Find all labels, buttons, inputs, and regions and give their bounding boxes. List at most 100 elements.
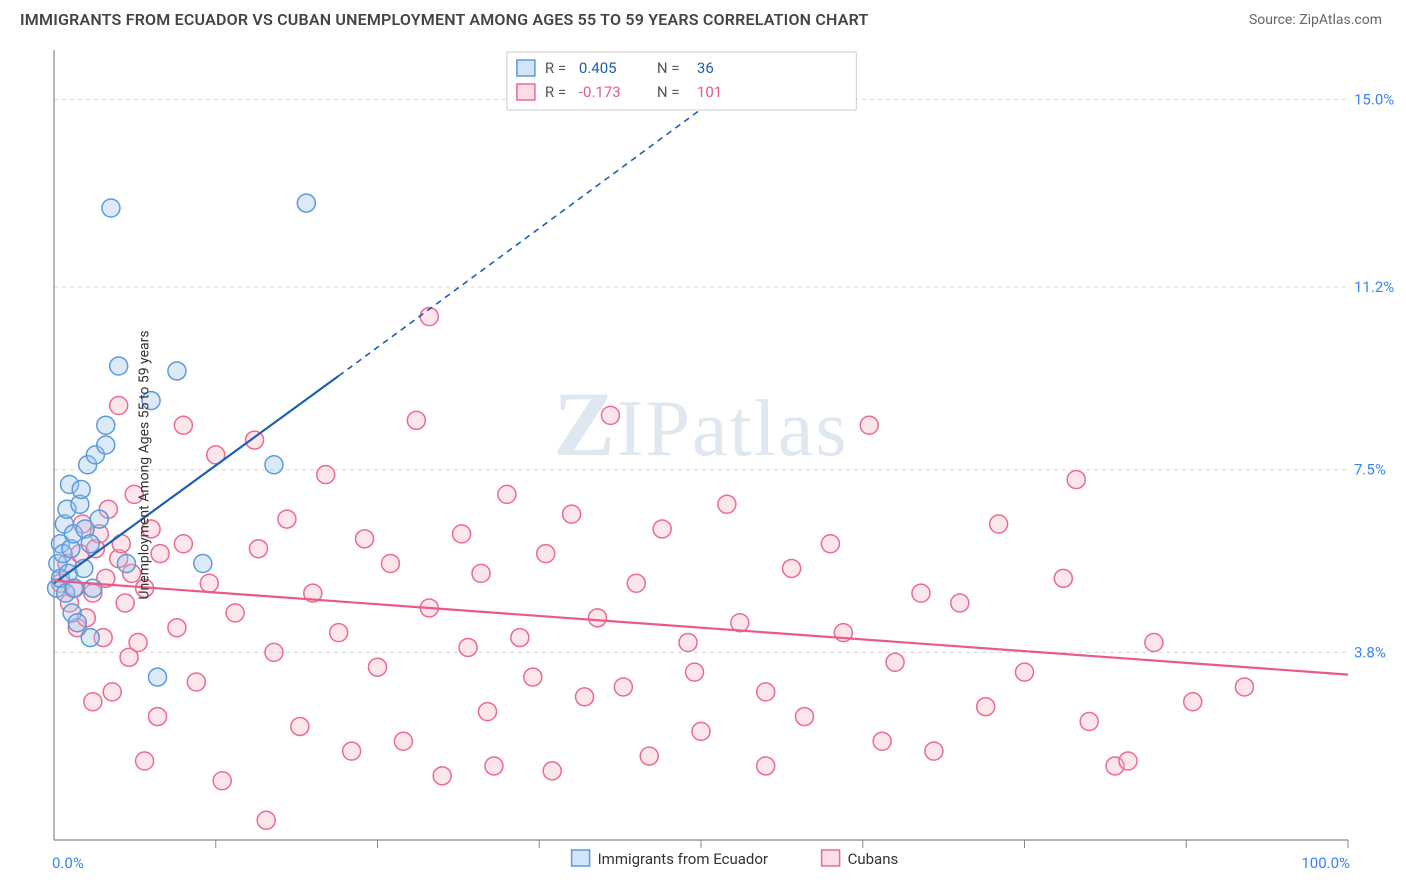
data-point [614,678,632,696]
data-point [821,535,839,553]
data-point [200,574,218,592]
legend-n-value: 101 [697,83,722,101]
data-point [257,811,275,829]
data-point [381,555,399,573]
data-point [543,762,561,780]
y-tick-label: 7.5% [1354,461,1386,479]
data-point [84,579,102,597]
data-point [511,629,529,647]
y-tick-label: 3.8% [1354,643,1386,661]
data-point [168,619,186,637]
data-point [653,520,671,538]
data-point [97,416,115,434]
data-point [757,683,775,701]
legend-swatch [572,850,590,866]
data-point [912,584,930,602]
data-point [226,604,244,622]
data-point [103,683,121,701]
data-point [925,742,943,760]
legend-n-label: N = [657,83,680,101]
data-point [194,555,212,573]
data-point [116,594,134,612]
data-point [265,456,283,474]
data-point [453,525,471,543]
legend-swatch [517,60,535,76]
data-point [718,495,736,513]
data-point [1235,678,1253,696]
data-point [68,614,86,632]
data-point [951,594,969,612]
data-point [265,643,283,661]
data-point [783,559,801,577]
data-point [1067,471,1085,489]
data-point [459,638,477,656]
data-point [297,194,315,212]
data-point [110,357,128,375]
legend-n-value: 36 [697,59,714,77]
data-point [81,629,99,647]
data-point [249,540,267,558]
data-point [72,480,90,498]
watermark: ZIPatlas [553,373,848,475]
data-point [151,545,169,563]
chart-area: Unemployment Among Ages 55 to 59 years 3… [0,38,1406,892]
data-point [129,634,147,652]
data-point [213,772,231,790]
data-point [873,732,891,750]
data-point [1145,634,1163,652]
data-point [174,416,192,434]
data-point [576,688,594,706]
data-point [90,510,108,528]
data-point [149,668,167,686]
data-point [498,485,516,503]
data-point [1016,663,1034,681]
data-point [97,436,115,454]
data-point [524,668,542,686]
legend-series-label: Cubans [848,850,899,868]
data-point [102,199,120,217]
data-point [679,634,697,652]
data-point [330,624,348,642]
trend-line [54,581,1348,675]
data-point [81,535,99,553]
data-point [860,416,878,434]
data-point [112,535,130,553]
data-point [686,663,704,681]
data-point [149,708,167,726]
data-point [278,510,296,528]
legend-r-value: 0.405 [579,59,617,77]
data-point [136,752,154,770]
y-tick-label: 15.0% [1354,90,1394,108]
data-point [563,505,581,523]
data-point [472,564,490,582]
data-point [420,308,438,326]
legend-r-label: R = [545,59,566,77]
x-min-label: 0.0% [52,854,84,872]
y-axis-label: Unemployment Among Ages 55 to 59 years [137,330,153,599]
data-point [537,545,555,563]
data-point [1080,713,1098,731]
legend-n-label: N = [657,59,680,77]
data-point [485,757,503,775]
data-point [407,411,425,429]
data-point [317,466,335,484]
legend-r-label: R = [545,83,566,101]
data-point [110,397,128,415]
data-point [369,658,387,676]
data-point [1184,693,1202,711]
data-point [627,574,645,592]
data-point [601,406,619,424]
data-point [174,535,192,553]
data-point [291,717,309,735]
data-point [796,708,814,726]
trend-line-extrapolated [339,109,701,376]
chart-title: IMMIGRANTS FROM ECUADOR VS CUBAN UNEMPLO… [20,10,868,29]
data-point [117,555,135,573]
scatter-chart: 3.8%7.5%11.2%15.0%ZIPatlas0.0%100.0%R =0… [0,38,1406,892]
data-point [1119,752,1137,770]
data-point [343,742,361,760]
data-point [356,530,374,548]
legend-r-value: -0.173 [579,83,621,101]
data-point [886,653,904,671]
data-point [1054,569,1072,587]
